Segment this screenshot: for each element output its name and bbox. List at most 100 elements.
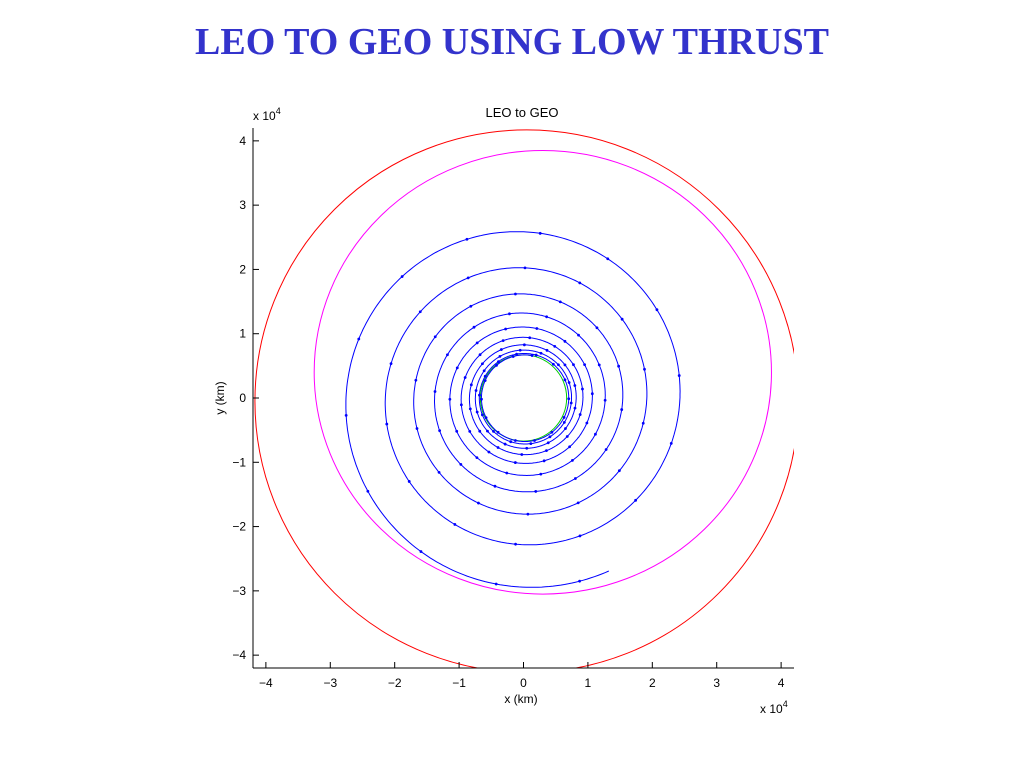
trajectory-point	[634, 498, 638, 502]
spiral-trajectory-curve	[345, 231, 681, 588]
trajectory-point	[437, 470, 441, 474]
x-tick-label: −1	[452, 676, 466, 690]
trajectory-point	[389, 362, 393, 366]
trajectory-point	[548, 435, 552, 439]
trajectory-point	[542, 459, 546, 463]
y-tick-label: 1	[239, 327, 246, 341]
trajectory-point	[620, 317, 624, 321]
trajectory-point	[483, 374, 487, 378]
trajectory-point	[529, 442, 533, 446]
trajectory-point	[463, 376, 467, 379]
trajectory-point	[480, 397, 483, 401]
trajectory-point	[472, 325, 476, 329]
trajectory-point	[545, 449, 548, 453]
x-tick-label: 1	[585, 676, 592, 690]
trajectory-point	[617, 364, 621, 368]
trajectory-point	[459, 403, 463, 407]
trajectory-point	[486, 429, 489, 433]
trajectory-point	[494, 582, 498, 586]
trajectory-point	[545, 348, 549, 352]
trajectory-point	[498, 355, 502, 358]
trajectory-point	[520, 453, 524, 456]
trajectory-point	[545, 315, 549, 319]
x-multiplier: x 104	[760, 699, 788, 716]
trajectory-point	[583, 363, 587, 367]
transfer-ellipse-curve	[313, 149, 772, 595]
trajectory-point	[620, 408, 624, 411]
x-axis-label: x (km)	[504, 692, 537, 706]
trajectory-point	[459, 463, 463, 466]
x-tick-label: 4	[778, 676, 785, 690]
trajectory-point	[455, 429, 459, 433]
trajectory-point	[563, 378, 567, 382]
trajectory-point	[538, 231, 542, 235]
trajectory-point	[504, 327, 508, 331]
trajectory-point	[617, 469, 621, 473]
trajectory-point	[578, 534, 582, 538]
trajectory-point	[513, 439, 517, 442]
trajectory-point	[513, 461, 517, 464]
trajectory-point	[528, 336, 532, 340]
axes: −4 −3 −2 −1 0 1 2 3 4 −4 −3 −2 −1 0 1 2 3 4	[232, 128, 794, 690]
trajectory-point	[344, 414, 348, 417]
trajectory-point	[385, 422, 389, 426]
trajectory-point	[563, 339, 567, 343]
trajectory-point	[419, 550, 423, 553]
slide-title: LEO TO GEO USING LOW THRUST	[195, 21, 829, 63]
trajectory-point	[562, 420, 566, 424]
trajectory-point	[468, 429, 472, 433]
trajectory-point	[568, 445, 572, 449]
plot-area	[254, 129, 794, 668]
y-tick-label: −3	[232, 584, 246, 598]
trajectory-point	[534, 353, 538, 357]
trajectory-point	[497, 360, 500, 364]
trajectory-point	[606, 257, 610, 261]
trajectory-point	[414, 378, 418, 382]
trajectory-point	[569, 401, 573, 405]
trajectory-point	[567, 381, 571, 384]
trajectory-point	[539, 351, 543, 355]
trajectory-point	[556, 363, 560, 367]
y-tick-label: 0	[239, 391, 246, 405]
trajectory-point	[514, 292, 517, 296]
trajectory-point	[546, 441, 550, 445]
geo-orbit-curve	[254, 129, 794, 668]
trajectory-point	[550, 430, 554, 434]
trajectory-point	[468, 407, 472, 411]
trajectory-point	[655, 308, 659, 312]
trajectory-point	[478, 429, 482, 433]
trajectory-point	[480, 413, 484, 417]
trajectory-point	[492, 430, 495, 433]
trajectory-point	[469, 304, 473, 308]
trajectory-point	[475, 341, 479, 345]
trajectory-point	[578, 413, 582, 416]
trajectory-point	[534, 490, 538, 493]
trajectory-point	[581, 387, 584, 391]
x-tick-label: −3	[323, 676, 337, 690]
y-axis-label: y (km)	[213, 381, 227, 414]
trajectory-point	[572, 363, 575, 367]
trajectory-point	[438, 429, 442, 432]
trajectory-point	[477, 501, 480, 505]
trajectory-point	[677, 374, 681, 377]
trajectory-point	[603, 398, 607, 402]
trajectory-point	[578, 579, 582, 583]
y-tick-label: −4	[232, 648, 246, 662]
trajectory-point	[597, 363, 601, 367]
trajectory-point	[514, 542, 517, 546]
trajectory-point	[465, 237, 469, 241]
trajectory-point	[595, 326, 599, 330]
trajectory-point	[577, 333, 580, 337]
trajectory-point	[533, 439, 536, 442]
x-tick-label: −4	[259, 676, 273, 690]
trajectory-point	[578, 281, 582, 285]
trajectory-point	[400, 275, 404, 278]
trajectory-point	[565, 435, 569, 438]
trajectory-point	[530, 354, 534, 357]
trajectory-point	[503, 442, 507, 446]
trajectory-point	[475, 456, 479, 460]
trajectory-point	[466, 276, 470, 280]
trajectory-point	[523, 266, 527, 270]
trajectory-point	[487, 450, 491, 454]
trajectory-point	[571, 459, 574, 462]
